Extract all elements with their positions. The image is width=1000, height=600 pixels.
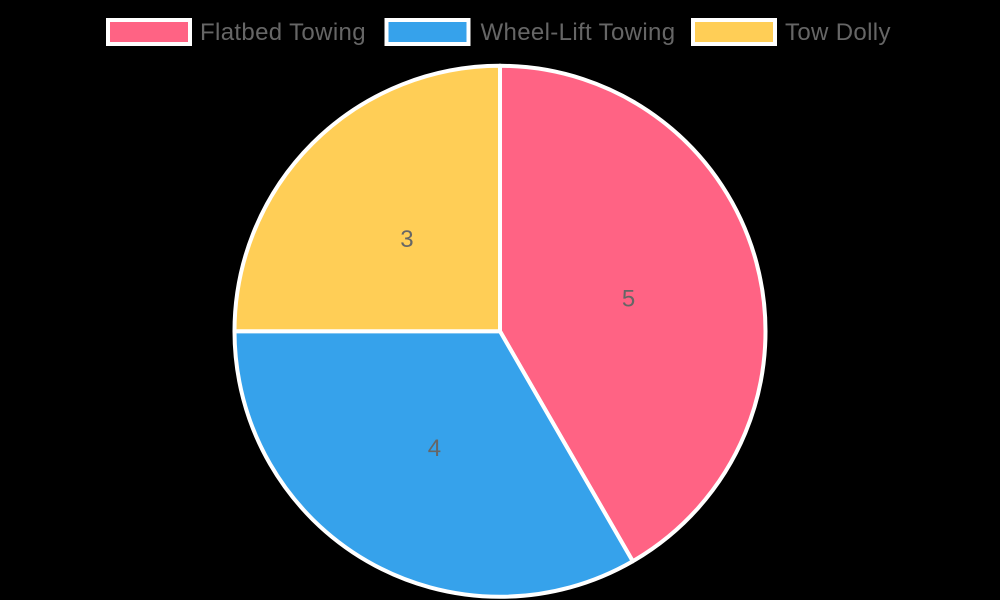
svg-text:3: 3 [400,226,413,253]
svg-text:Wheel-Lift Towing: Wheel-Lift Towing [481,19,676,46]
svg-text:Tow Dolly: Tow Dolly [785,19,891,46]
svg-text:5: 5 [622,286,635,313]
svg-text:4: 4 [428,435,441,462]
svg-text:Flatbed Towing: Flatbed Towing [200,19,366,46]
